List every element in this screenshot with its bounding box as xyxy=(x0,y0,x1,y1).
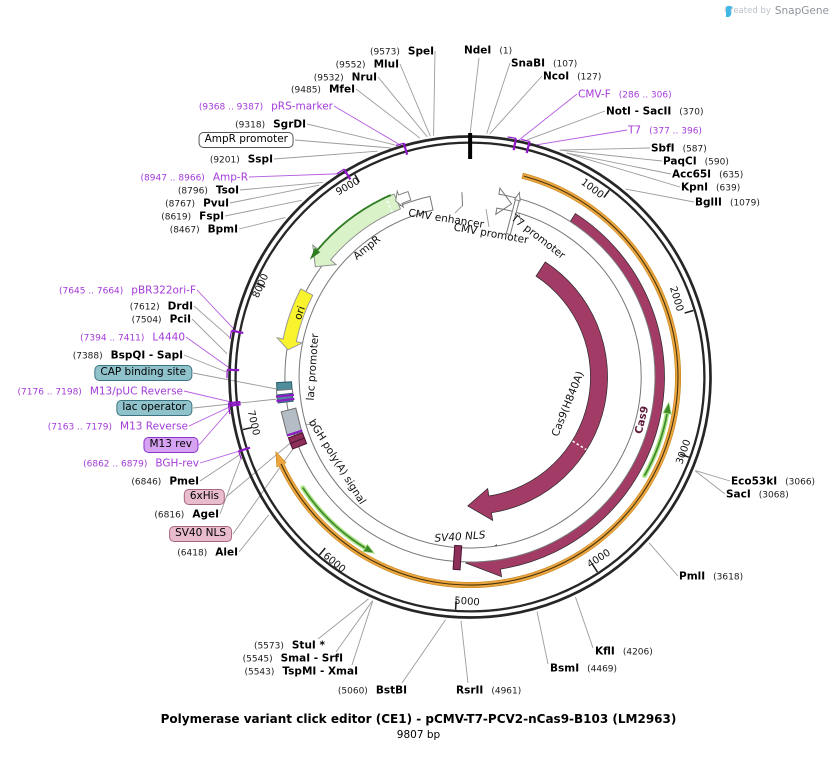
transcript-arc[interactable] xyxy=(275,172,681,589)
snapgene-logo-icon xyxy=(726,5,734,17)
ampr-orf-arrowhead xyxy=(309,247,321,260)
plasmid-size: 9807 bp xyxy=(396,729,441,741)
credit-line: Created by SnapGene xyxy=(724,5,829,17)
lac-bgh-glyph-cluster[interactable] xyxy=(275,381,308,450)
credit-prefix: Created by xyxy=(724,6,771,16)
plasmid-ring-outer xyxy=(228,135,712,619)
leader-lines xyxy=(183,50,731,684)
cas9-h840a-feature-arc[interactable] xyxy=(467,261,608,522)
orf-arrow-bottom-left-arrowhead xyxy=(362,543,376,554)
tick-marks xyxy=(242,132,694,610)
ampr-promoter-glyph[interactable] xyxy=(395,189,412,209)
orf-arrow-right xyxy=(643,413,668,477)
ori-feature-arrow[interactable] xyxy=(275,288,314,351)
orf-arrow-bottom-left xyxy=(302,487,366,549)
ampr-feature-arrow[interactable] xyxy=(312,193,402,268)
cmv-enhancer-promoter-arrow[interactable] xyxy=(284,186,656,563)
plasmid-title: Polymerase variant click editor (CE1) - … xyxy=(160,712,677,726)
orf-arrow-right-arrowhead xyxy=(662,400,672,415)
credit-brand: SnapGene xyxy=(774,5,829,17)
sv40-nls-inner-glyph xyxy=(452,544,463,571)
plasmid-ring-inner xyxy=(234,141,706,613)
transcript-arc-centerline xyxy=(280,175,679,586)
bgh-polya-glyph xyxy=(280,407,303,437)
t7-promoter-arrowhead xyxy=(513,191,521,202)
sv40-nls-outer-glyph xyxy=(289,437,308,450)
primer-site-marks xyxy=(226,136,531,460)
ampr-orf-line xyxy=(316,194,392,252)
